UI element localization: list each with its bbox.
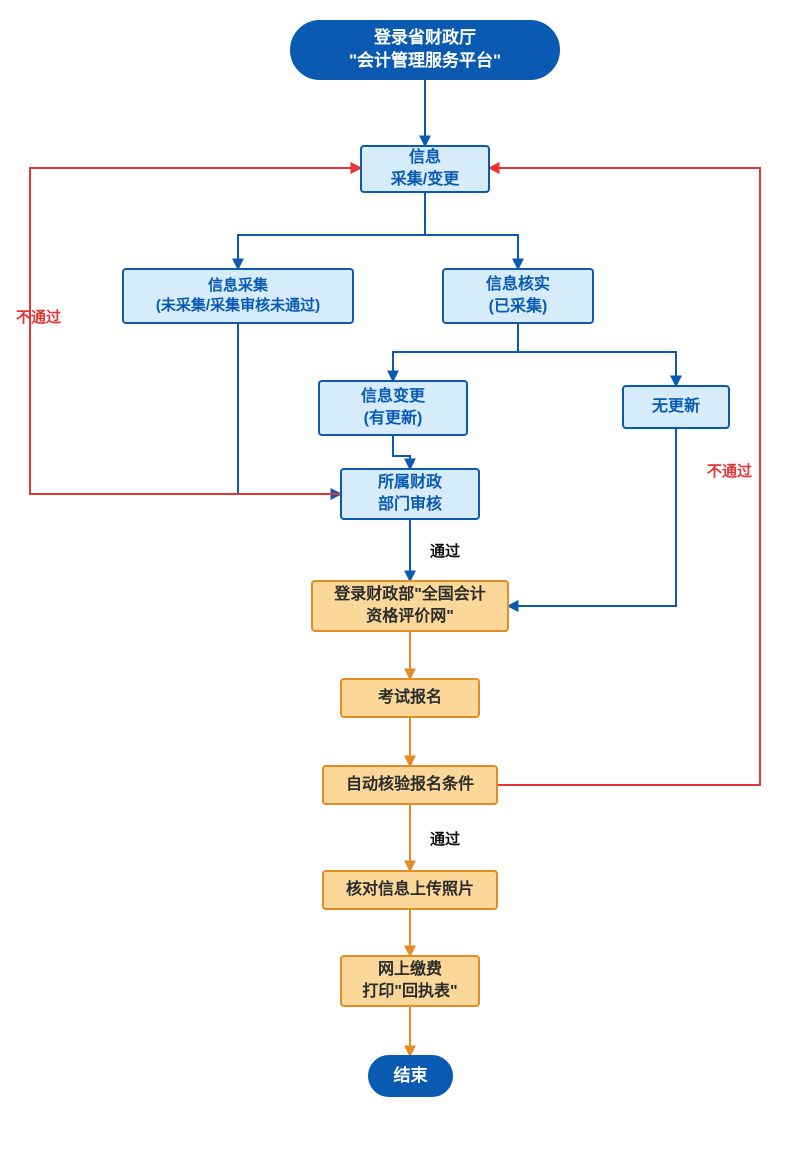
node-upload: 核对信息上传照片 [322,870,498,910]
edge-2 [425,235,518,268]
label-pass2: 通过 [430,828,460,849]
node-signup: 考试报名 [340,678,480,718]
node-start: 登录省财政厅 "会计管理服务平台" [290,20,560,80]
edge-1 [238,193,425,268]
label-fail_right: 不通过 [707,460,752,481]
edge-8 [509,429,676,606]
edge-4 [518,352,676,385]
node-pay: 网上缴费 打印"回执表" [340,955,480,1007]
node-noupdate: 无更新 [622,385,730,429]
node-login2: 登录财政部"全国会计 资格评价网" [311,580,509,632]
node-audit: 所属财政 部门审核 [340,468,480,520]
label-fail_left: 不通过 [16,306,61,327]
edge-3 [393,324,518,380]
node-verify: 信息核实 (已采集) [442,268,594,324]
edge-5 [393,436,410,468]
edge-14 [30,168,360,494]
node-info: 信息 采集/变更 [360,145,490,193]
node-autocheck: 自动核验报名条件 [322,765,498,805]
node-change: 信息变更 (有更新) [318,380,468,436]
node-end: 结束 [368,1055,453,1097]
label-pass1: 通过 [430,540,460,561]
node-collect: 信息采集 (未采集/采集审核未通过) [122,268,354,324]
